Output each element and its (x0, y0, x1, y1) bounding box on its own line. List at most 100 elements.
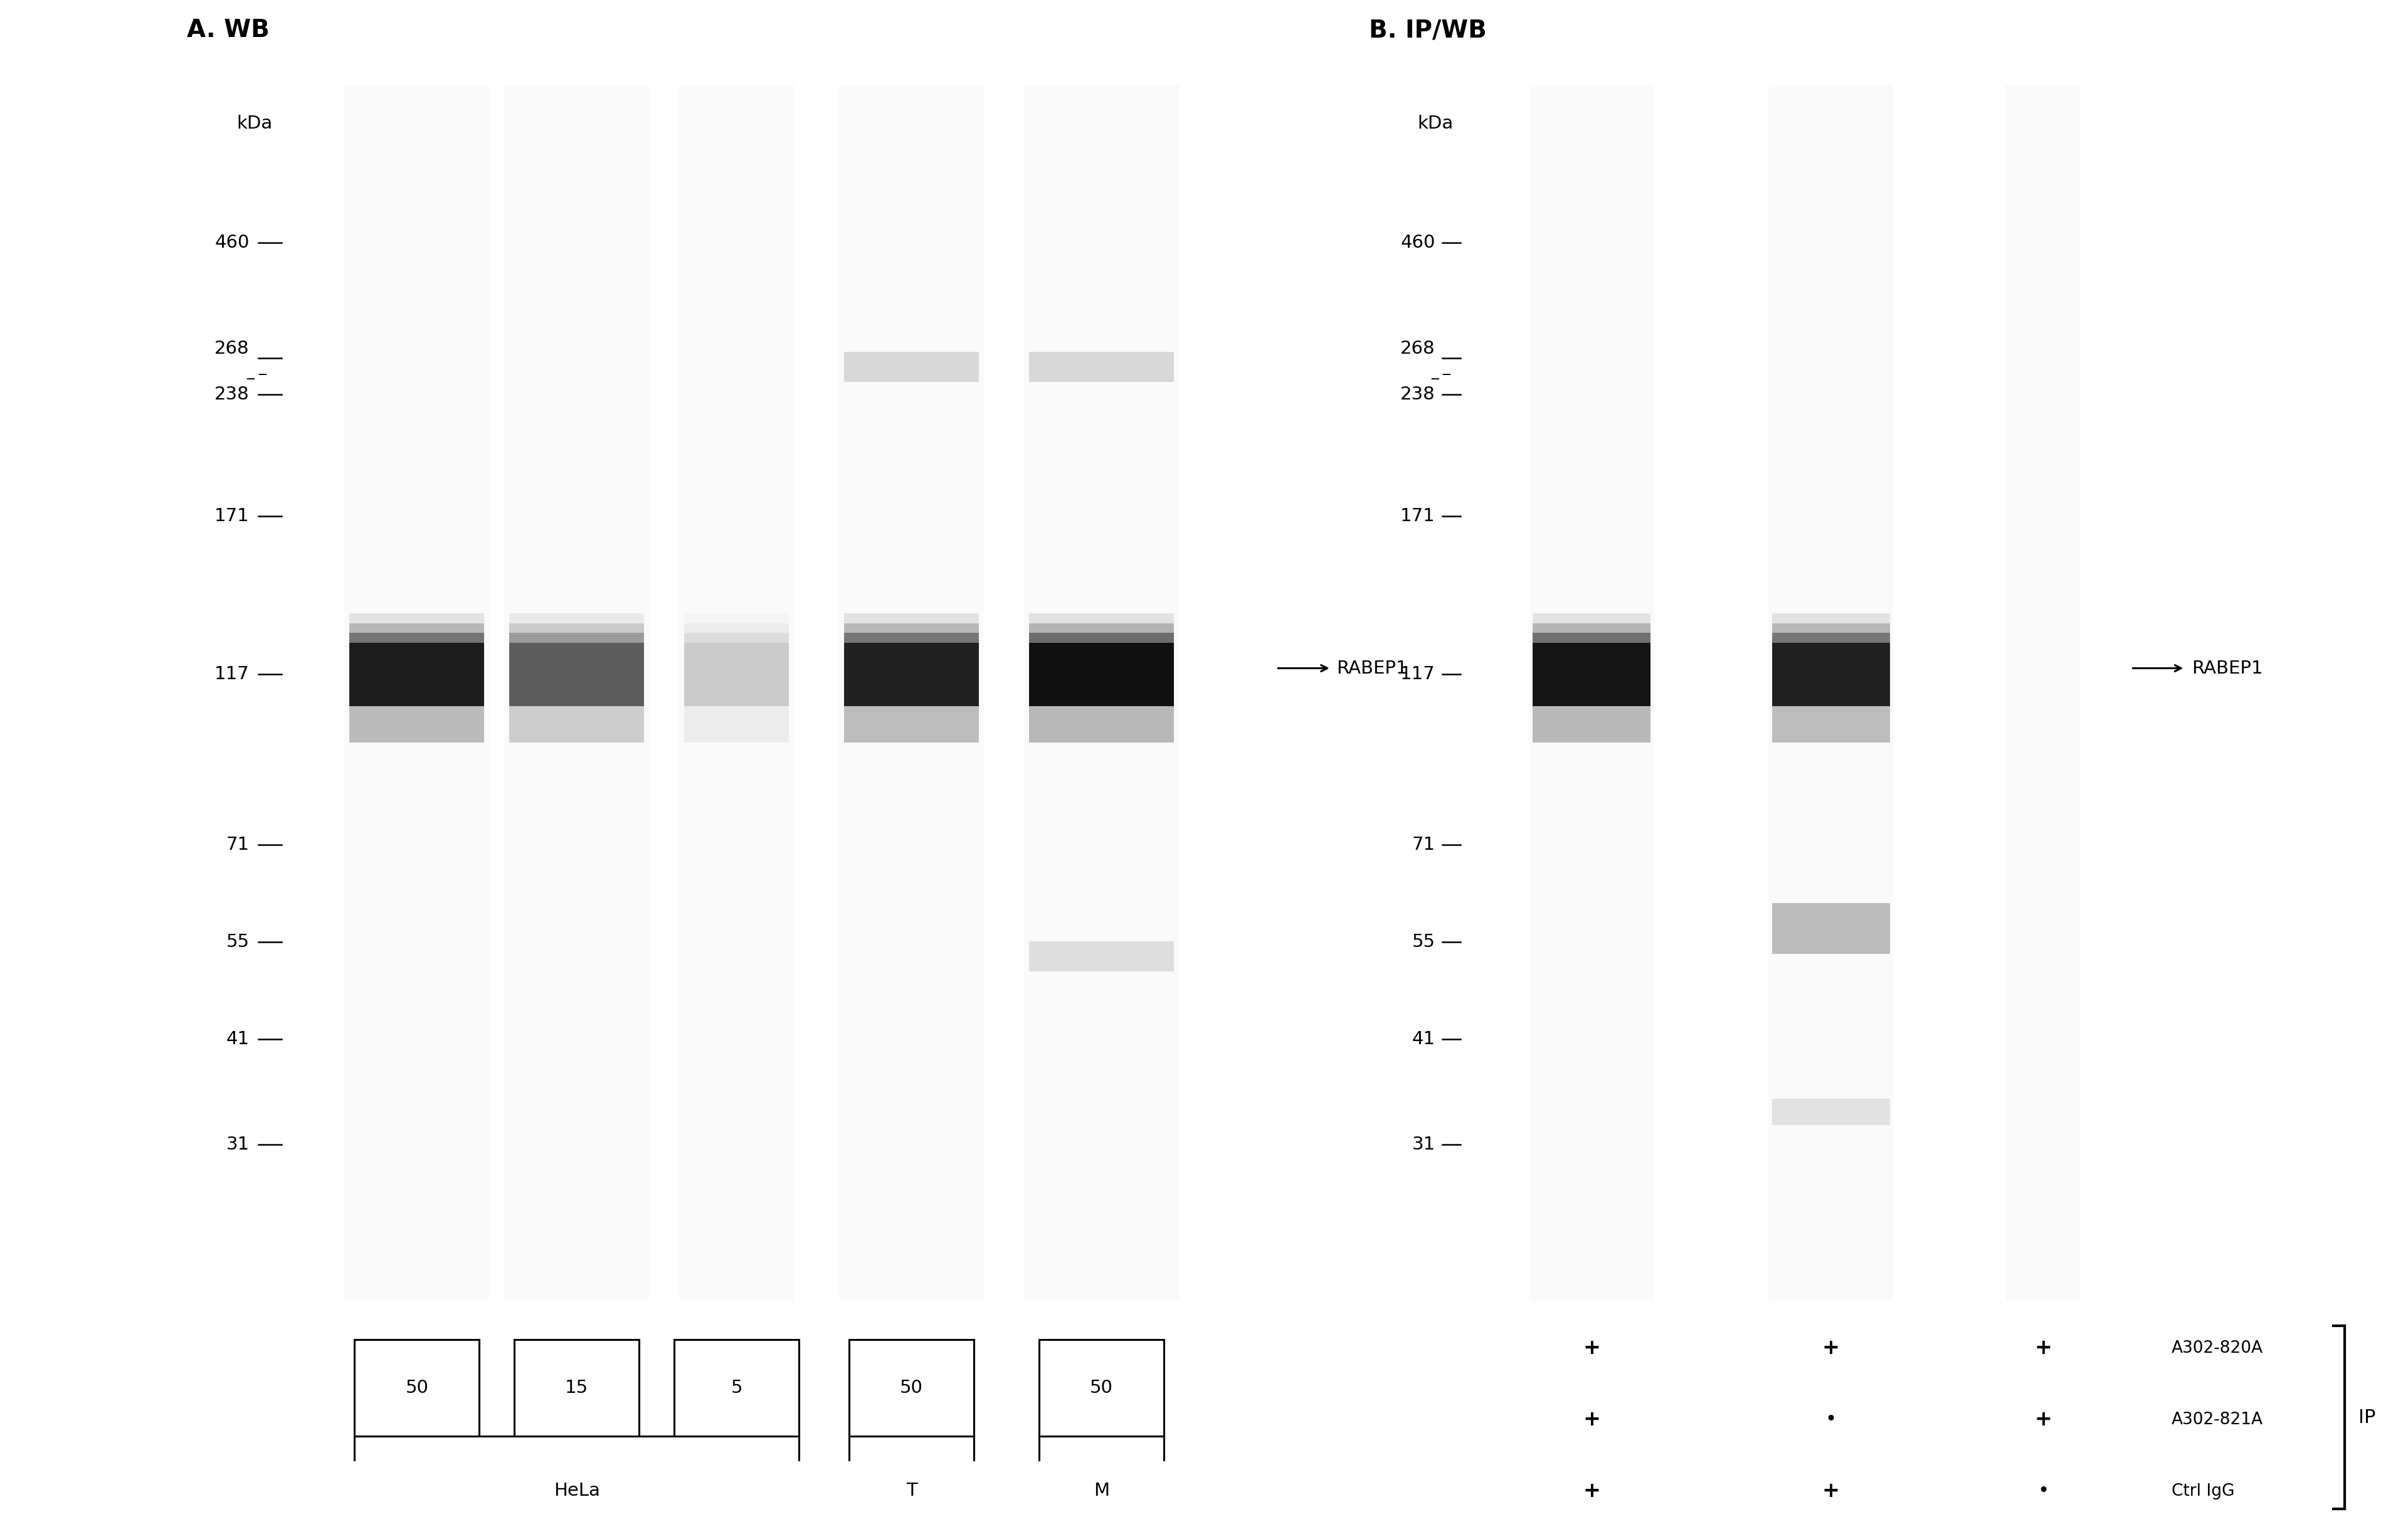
Text: RABEP1: RABEP1 (2191, 659, 2264, 677)
Text: 5: 5 (730, 1379, 742, 1397)
Bar (684, 633, 790, 643)
Text: 55: 55 (1411, 933, 1435, 951)
Bar (684, 614, 790, 623)
Text: 55: 55 (226, 933, 250, 951)
Bar (1772, 706, 1890, 742)
Bar (1531, 706, 1649, 742)
Text: Ctrl IgG: Ctrl IgG (2172, 1484, 2235, 1499)
Bar (1772, 643, 1890, 706)
Bar (684, 623, 790, 633)
Text: 171: 171 (1399, 508, 1435, 525)
Bar (508, 643, 645, 706)
Text: IP: IP (2357, 1408, 2374, 1427)
Bar (1028, 623, 1173, 633)
Bar (838, 85, 985, 1300)
Bar (845, 351, 980, 382)
Bar (1531, 614, 1649, 623)
Text: 117: 117 (214, 665, 250, 683)
Bar (1028, 942, 1173, 971)
Text: 31: 31 (1411, 1136, 1435, 1154)
Text: _: _ (246, 365, 255, 379)
Bar (1531, 643, 1649, 706)
Bar (684, 706, 790, 742)
Text: 268: 268 (1401, 340, 1435, 357)
Bar (2006, 85, 2081, 1300)
Bar (684, 643, 790, 706)
Bar (1531, 623, 1649, 633)
Bar (1028, 633, 1173, 643)
Bar (845, 633, 980, 643)
Bar (508, 623, 645, 633)
Bar (845, 643, 980, 706)
Text: A. WB: A. WB (188, 18, 270, 42)
Bar (515, 1340, 638, 1436)
Text: 71: 71 (1411, 836, 1435, 853)
Bar (1038, 1340, 1163, 1436)
Bar (1772, 614, 1890, 623)
Text: +: + (1582, 1481, 1601, 1502)
Bar (1028, 706, 1173, 742)
Text: 71: 71 (226, 836, 250, 853)
Bar (679, 85, 795, 1300)
Text: •: • (1825, 1411, 1837, 1428)
Text: +: + (1582, 1337, 1601, 1359)
Bar (845, 623, 980, 633)
Bar (508, 706, 645, 742)
Bar (674, 1340, 799, 1436)
Text: 31: 31 (226, 1136, 250, 1154)
Text: B. IP/WB: B. IP/WB (1370, 18, 1486, 42)
Bar (1529, 85, 1654, 1300)
Text: 15: 15 (566, 1379, 588, 1397)
Text: +: + (2035, 1410, 2052, 1430)
Bar (1772, 1099, 1890, 1125)
Bar (1028, 614, 1173, 623)
Text: ‾: ‾ (1442, 374, 1450, 388)
Text: 41: 41 (1411, 1030, 1435, 1048)
Bar (354, 1340, 479, 1436)
Text: 171: 171 (214, 508, 250, 525)
Text: 117: 117 (1399, 665, 1435, 683)
Bar (850, 1340, 973, 1436)
Text: +: + (1823, 1337, 1840, 1359)
Bar (1028, 351, 1173, 382)
Text: 268: 268 (214, 340, 250, 357)
Text: +: + (1582, 1410, 1601, 1430)
Bar (349, 623, 484, 633)
Text: 50: 50 (901, 1379, 922, 1397)
Bar (503, 85, 650, 1300)
Text: 460: 460 (1401, 234, 1435, 251)
Bar (508, 614, 645, 623)
Text: kDa: kDa (1418, 115, 1452, 132)
Text: A302-820A: A302-820A (2172, 1340, 2264, 1356)
Text: 238: 238 (1399, 386, 1435, 403)
Text: 50: 50 (405, 1379, 429, 1397)
Text: ‾: ‾ (258, 374, 265, 388)
Bar (349, 643, 484, 706)
Bar (1023, 85, 1180, 1300)
Text: +: + (1823, 1481, 1840, 1502)
Text: +: + (2035, 1337, 2052, 1359)
Bar (349, 614, 484, 623)
Text: RABEP1: RABEP1 (1336, 659, 1406, 677)
Text: HeLa: HeLa (554, 1482, 600, 1499)
Text: M: M (1093, 1482, 1110, 1499)
Bar (1772, 623, 1890, 633)
Text: A302-821A: A302-821A (2172, 1411, 2264, 1428)
Bar (845, 706, 980, 742)
Text: kDa: kDa (236, 115, 272, 132)
Bar (1531, 633, 1649, 643)
Bar (349, 633, 484, 643)
Bar (344, 85, 489, 1300)
Bar (1772, 633, 1890, 643)
Text: •: • (2037, 1482, 2049, 1501)
Text: 50: 50 (1091, 1379, 1112, 1397)
Text: T: T (905, 1482, 917, 1499)
Text: _: _ (1430, 365, 1438, 379)
Text: 238: 238 (214, 386, 250, 403)
Bar (1028, 643, 1173, 706)
Bar (349, 706, 484, 742)
Bar (1772, 903, 1890, 954)
Bar (1767, 85, 1893, 1300)
Bar (845, 614, 980, 623)
Text: 41: 41 (226, 1030, 250, 1048)
